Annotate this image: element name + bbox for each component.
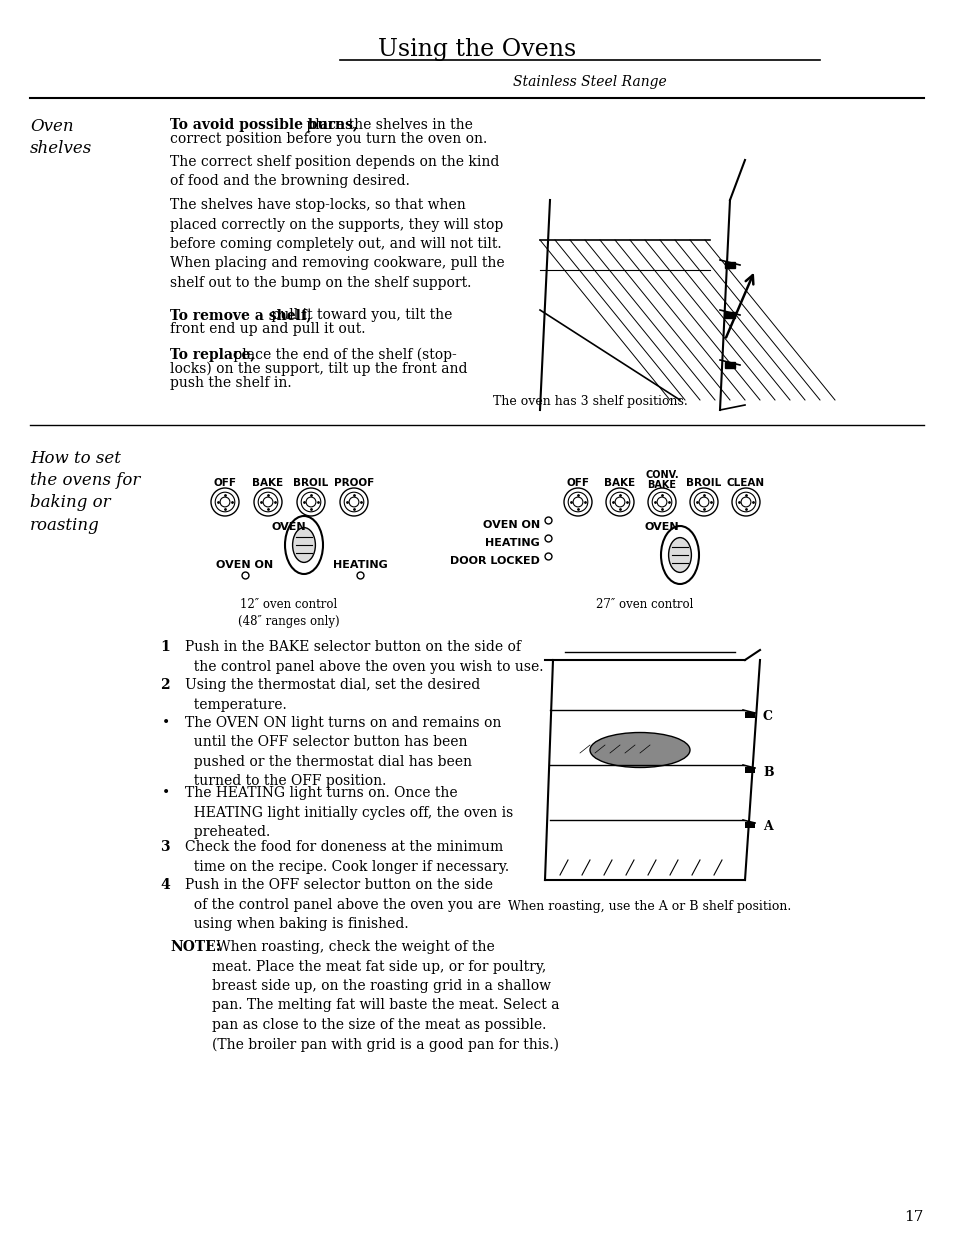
Ellipse shape [589,732,689,767]
Polygon shape [724,312,734,317]
Text: •: • [162,785,170,800]
Circle shape [215,493,234,511]
Polygon shape [724,262,734,268]
Text: BAKE: BAKE [647,480,676,490]
Circle shape [301,493,320,511]
Text: The OVEN ON light turns on and remains on
  until the OFF selector button has be: The OVEN ON light turns on and remains o… [185,716,501,788]
Text: To remove a shelf,: To remove a shelf, [170,308,311,322]
Text: To avoid possible burns,: To avoid possible burns, [170,119,357,132]
Text: The HEATING light turns on. Once the
  HEATING light initially cycles off, the o: The HEATING light turns on. Once the HEA… [185,785,513,839]
Text: OVEN: OVEN [272,522,306,532]
Text: CONV.: CONV. [644,471,679,480]
Text: correct position before you turn the oven on.: correct position before you turn the ove… [170,132,487,146]
Circle shape [568,493,587,511]
Ellipse shape [293,527,315,562]
Text: HEATING: HEATING [333,559,387,571]
Text: 4: 4 [160,878,170,892]
Text: The correct shelf position depends on the kind
of food and the browning desired.: The correct shelf position depends on th… [170,156,498,189]
Text: locks) on the support, tilt up the front and: locks) on the support, tilt up the front… [170,362,467,377]
Text: OVEN ON: OVEN ON [216,559,274,571]
Text: Using the Ovens: Using the Ovens [377,38,576,61]
Circle shape [652,493,671,511]
Text: place the shelves in the: place the shelves in the [302,119,473,132]
Text: 2: 2 [160,678,170,692]
Text: HEATING: HEATING [485,538,539,548]
Text: Stainless Steel Range: Stainless Steel Range [513,75,666,89]
Text: OFF: OFF [566,478,589,488]
Text: OFF: OFF [213,478,236,488]
Text: place the end of the shelf (stop-: place the end of the shelf (stop- [229,348,456,362]
Text: OVEN: OVEN [644,522,679,532]
Text: pull it toward you, tilt the: pull it toward you, tilt the [267,308,452,322]
Text: BROIL: BROIL [294,478,328,488]
Text: CLEAN: CLEAN [726,478,764,488]
Ellipse shape [668,537,691,572]
Text: 27″ oven control: 27″ oven control [596,598,693,611]
Text: Oven
shelves: Oven shelves [30,119,92,157]
Text: NOTE:: NOTE: [170,940,221,953]
Text: Push in the BAKE selector button on the side of
  the control panel above the ov: Push in the BAKE selector button on the … [185,640,543,673]
Text: A: A [762,820,772,834]
Text: OVEN ON: OVEN ON [482,520,539,530]
Text: push the shelf in.: push the shelf in. [170,375,292,390]
Text: front end up and pull it out.: front end up and pull it out. [170,322,365,336]
Circle shape [736,493,755,511]
Text: When roasting, check the weight of the
meat. Place the meat fat side up, or for : When roasting, check the weight of the m… [212,940,558,1052]
Text: B: B [762,766,773,778]
Text: 3: 3 [160,840,170,853]
Circle shape [694,493,713,511]
Text: 1: 1 [160,640,170,655]
Circle shape [610,493,629,511]
Circle shape [344,493,363,511]
Bar [744,823,754,827]
Text: PROOF: PROOF [334,478,374,488]
Text: DOOR LOCKED: DOOR LOCKED [450,556,539,566]
Text: 12″ oven control
(48″ ranges only): 12″ oven control (48″ ranges only) [238,598,339,629]
Text: To replace,: To replace, [170,348,254,362]
Text: •: • [162,716,170,730]
Text: Check the food for doneness at the minimum
  time on the recipe. Cook longer if : Check the food for doneness at the minim… [185,840,509,873]
Text: When roasting, use the A or B shelf position.: When roasting, use the A or B shelf posi… [508,900,791,913]
Text: BAKE: BAKE [604,478,635,488]
Text: How to set
the ovens for
baking or
roasting: How to set the ovens for baking or roast… [30,450,140,534]
Text: BROIL: BROIL [685,478,720,488]
Polygon shape [724,362,734,368]
Text: C: C [762,710,772,724]
Bar [744,767,754,773]
Bar [744,713,754,718]
Text: 17: 17 [903,1210,923,1224]
Circle shape [258,493,277,511]
Text: The shelves have stop-locks, so that when
placed correctly on the supports, they: The shelves have stop-locks, so that whe… [170,198,504,290]
Text: Push in the OFF selector button on the side
  of the control panel above the ove: Push in the OFF selector button on the s… [185,878,500,931]
Text: The oven has 3 shelf positions.: The oven has 3 shelf positions. [492,395,687,408]
Text: Using the thermostat dial, set the desired
  temperature.: Using the thermostat dial, set the desir… [185,678,479,711]
Text: BAKE: BAKE [253,478,283,488]
